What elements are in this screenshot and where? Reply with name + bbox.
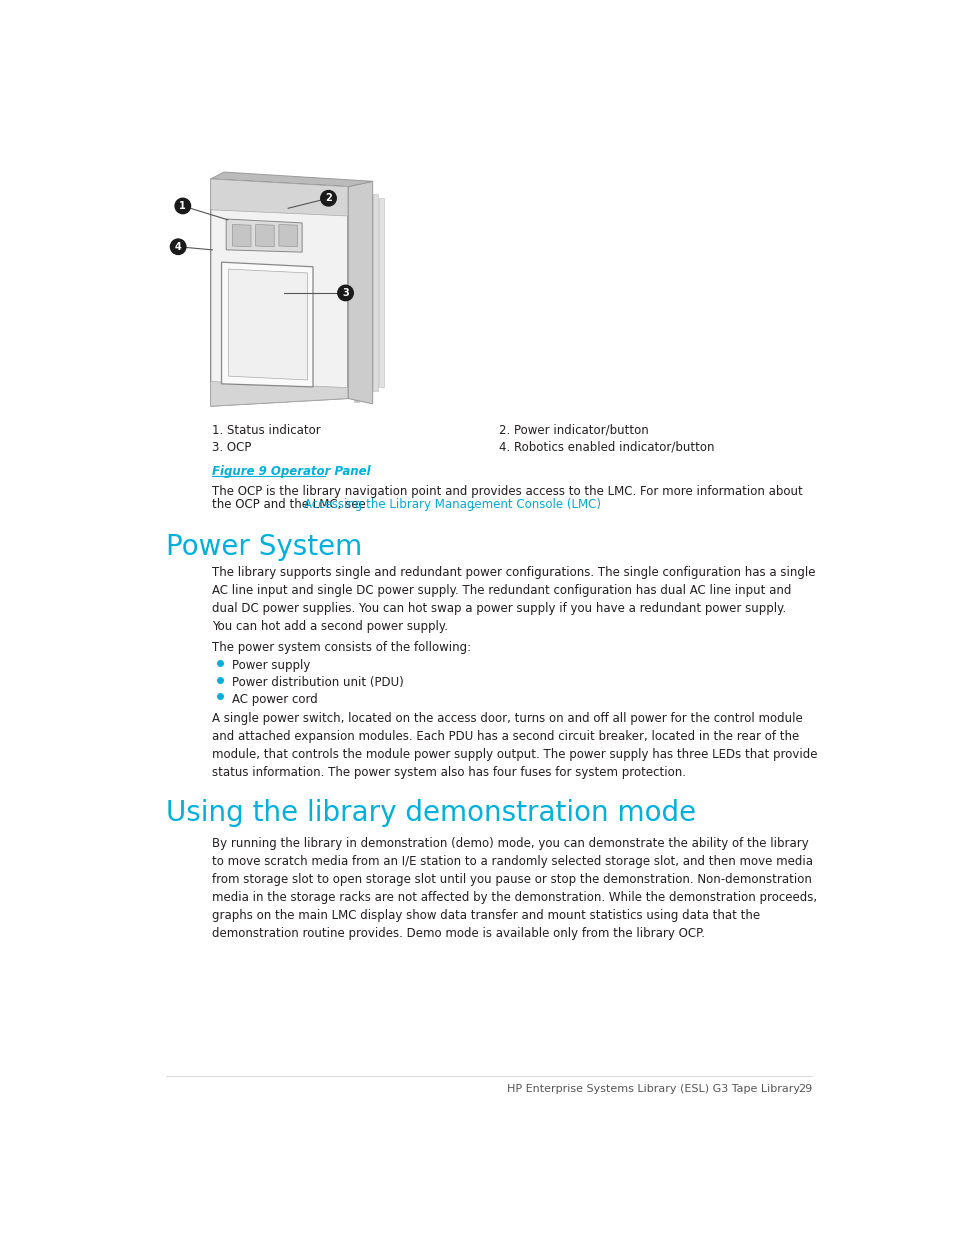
Text: The library supports single and redundant power configurations. The single confi: The library supports single and redundan… <box>212 566 815 632</box>
Polygon shape <box>360 186 365 399</box>
Circle shape <box>171 240 186 254</box>
Text: 3. OCP: 3. OCP <box>212 441 252 453</box>
Text: Figure 9 Operator Panel: Figure 9 Operator Panel <box>212 466 371 478</box>
Polygon shape <box>255 225 274 247</box>
Text: Using the library demonstration mode: Using the library demonstration mode <box>166 799 695 827</box>
Text: AC power cord: AC power cord <box>233 693 317 705</box>
Text: 3: 3 <box>342 288 349 298</box>
Polygon shape <box>378 199 384 387</box>
Text: 2: 2 <box>325 193 332 204</box>
Circle shape <box>320 190 335 206</box>
Text: The OCP is the library navigation point and provides access to the LMC. For more: The OCP is the library navigation point … <box>212 485 802 499</box>
Polygon shape <box>221 262 313 387</box>
Polygon shape <box>226 219 302 252</box>
Text: HP Enterprise Systems Library (ESL) G3 Tape Library: HP Enterprise Systems Library (ESL) G3 T… <box>506 1084 799 1094</box>
Polygon shape <box>211 172 373 186</box>
Text: Power supply: Power supply <box>233 658 311 672</box>
Text: 4: 4 <box>174 242 181 252</box>
Polygon shape <box>366 190 372 395</box>
Polygon shape <box>211 382 348 406</box>
Polygon shape <box>348 182 373 404</box>
Polygon shape <box>373 194 377 390</box>
Text: The power system consists of the following:: The power system consists of the followi… <box>212 641 471 655</box>
Polygon shape <box>354 183 359 403</box>
Text: 29: 29 <box>797 1084 811 1094</box>
Polygon shape <box>233 225 251 247</box>
Text: Power distribution unit (PDU): Power distribution unit (PDU) <box>233 676 404 689</box>
Circle shape <box>337 285 353 300</box>
Text: .: . <box>472 498 476 511</box>
Text: Power System: Power System <box>166 534 361 561</box>
Text: 1. Status indicator: 1. Status indicator <box>212 424 320 437</box>
Circle shape <box>174 199 191 214</box>
Polygon shape <box>211 179 348 216</box>
Text: the OCP and the LMC, see: the OCP and the LMC, see <box>212 498 370 511</box>
Text: By running the library in demonstration (demo) mode, you can demonstrate the abi: By running the library in demonstration … <box>212 837 817 940</box>
Polygon shape <box>278 225 297 247</box>
Text: 1: 1 <box>179 201 186 211</box>
Text: Accessing the Library Management Console (LMC): Accessing the Library Management Console… <box>303 498 600 511</box>
Polygon shape <box>211 179 348 406</box>
Text: 4. Robotics enabled indicator/button: 4. Robotics enabled indicator/button <box>498 441 714 453</box>
Polygon shape <box>229 269 307 380</box>
Text: 2. Power indicator/button: 2. Power indicator/button <box>498 424 648 437</box>
Text: A single power switch, located on the access door, turns on and off all power fo: A single power switch, located on the ac… <box>212 711 817 779</box>
